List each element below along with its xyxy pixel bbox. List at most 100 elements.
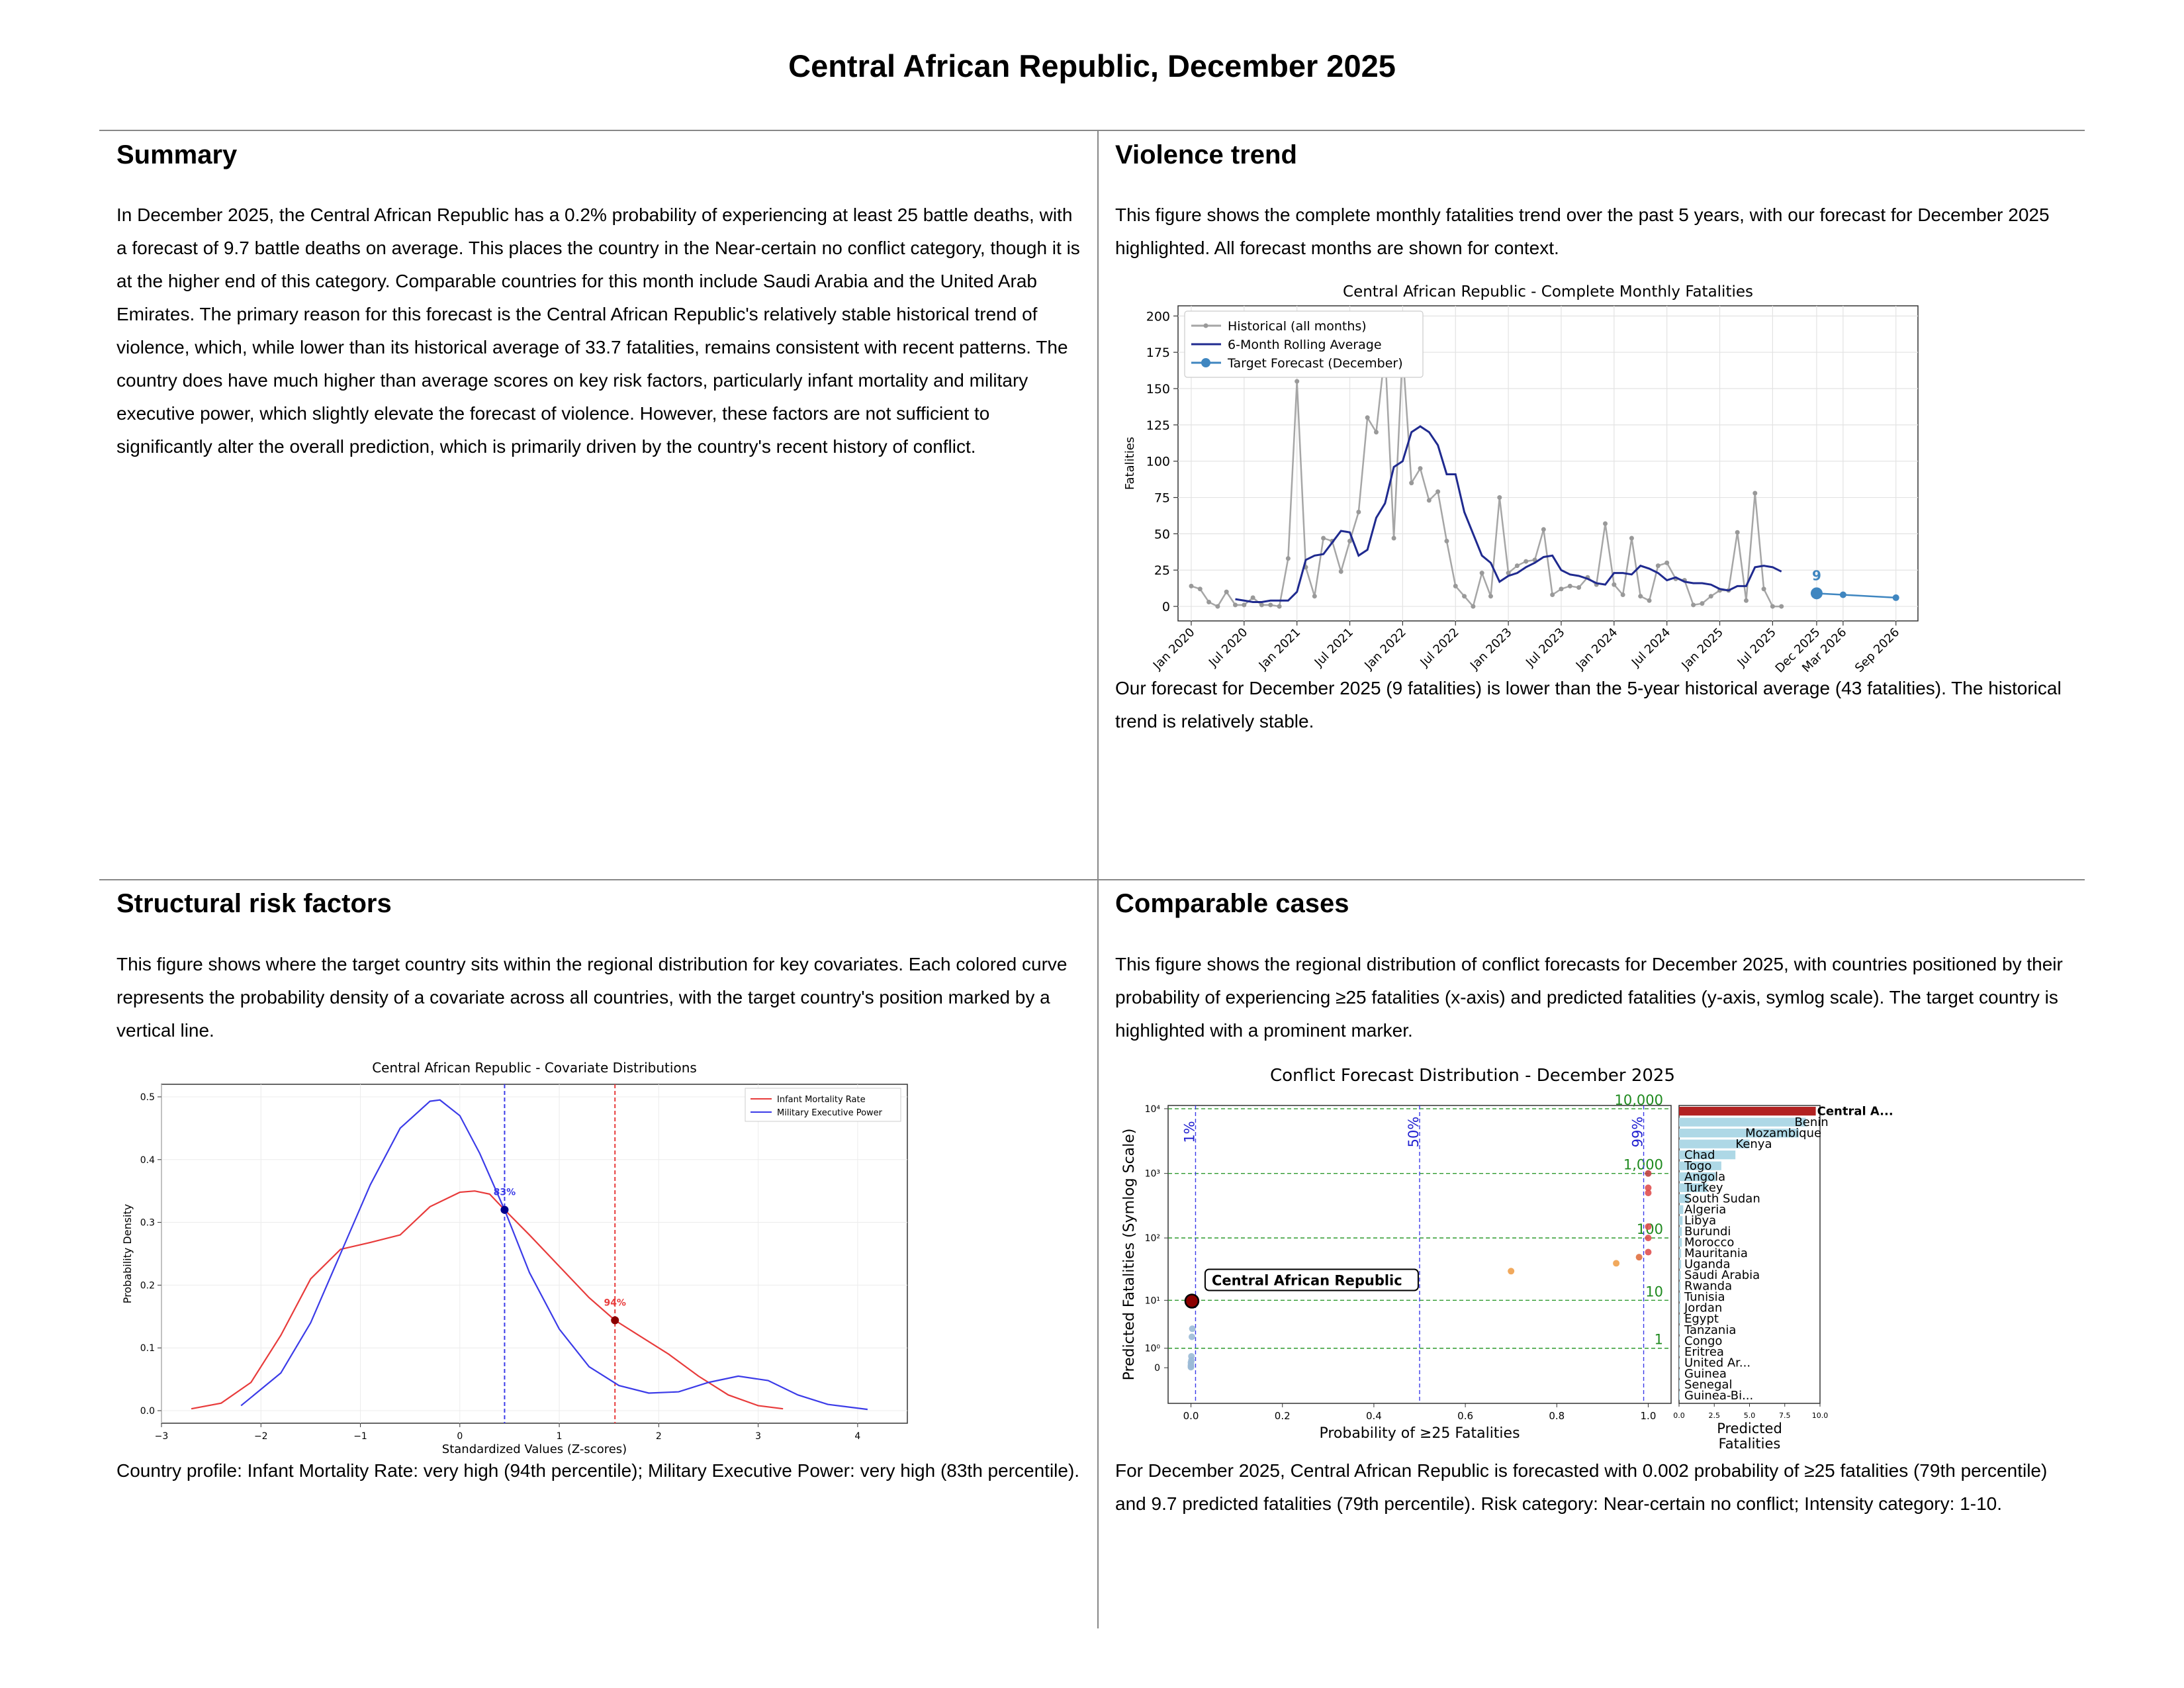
historical-point [1215,604,1220,609]
violence-trend-chart: Central African Republic - Complete Mont… [1123,283,1919,676]
chart-title: Conflict Forecast Distribution - Decembe… [1270,1066,1675,1086]
structural-intro: This figure shows where the target count… [116,954,1068,1041]
historical-point [1514,563,1520,569]
bar-label: Chad [1684,1148,1715,1162]
target-position-marker [611,1316,619,1325]
x-tick-label: Jan 2025 [1678,626,1726,673]
x-tick-label: 0.6 [1457,1410,1473,1422]
legend-label: Infant Mortality Rate [777,1095,866,1105]
covariate-distribution-chart: Central African Republic - Covariate Dis… [121,1060,908,1456]
y-tick-label: 10¹ [1145,1295,1160,1306]
threshold-label: 10 [1645,1284,1663,1299]
x-tick-label: 0.2 [1275,1410,1291,1422]
density-curve [191,1190,784,1410]
legend-label: 6-Month Rolling Average [1228,338,1382,352]
bar [1679,1161,1721,1170]
country-point [1188,1333,1195,1340]
x-axis-label: Probability of ≥25 Fatalities [1319,1425,1520,1442]
probability-label: 1% [1181,1121,1197,1143]
historical-point [1321,536,1326,541]
target-position-marker [500,1205,509,1214]
bar [1679,1227,1682,1236]
y-tick-label: 0.0 [140,1406,155,1417]
bar-x-axis-label-line1: Predicted [1717,1421,1782,1436]
country-point [1645,1248,1652,1256]
historical-point [1479,571,1484,576]
historical-point [1541,527,1546,532]
bar-label: Angola [1684,1170,1725,1184]
historical-point [1409,481,1414,486]
x-tick-label: 1.0 [1641,1410,1657,1422]
legend-swatch-marker [1201,358,1210,367]
y-axis-label: Predicted Fatalities (Symlog Scale) [1121,1129,1138,1381]
historical-point [1391,536,1396,541]
target-label-box [1204,1268,1419,1291]
historical-point [1277,604,1282,609]
bar [1679,1314,1680,1324]
bar-x-tick-label: 2.5 [1709,1411,1721,1420]
bar [1679,1270,1681,1280]
y-tick-label: 0.3 [140,1218,155,1229]
x-tick-label: 4 [854,1431,860,1442]
historical-point [1506,571,1511,576]
top-divider [99,130,2085,131]
historical-point [1426,498,1432,503]
threshold-label: 1 [1655,1332,1663,1348]
historical-point [1250,595,1255,600]
x-tick-label: 0 [457,1431,463,1442]
bar-label: Central A... [1817,1104,1893,1118]
y-tick-label: 125 [1146,418,1170,433]
y-tick-label: 0.2 [140,1280,155,1291]
historical-point [1497,495,1502,500]
bar [1679,1325,1680,1335]
bar-label: Guinea [1684,1367,1727,1381]
historical-point [1752,491,1758,496]
y-tick-label: 25 [1154,563,1170,578]
x-tick-label: Jan 2020 [1150,626,1198,673]
x-tick-label: Jul 2025 [1735,626,1779,670]
conflict-forecast-chart: Conflict Forecast Distribution - Decembe… [1121,1066,1893,1452]
historical-point [1620,592,1625,598]
bar [1679,1216,1683,1225]
historical-point [1743,598,1749,603]
violence-trend-heading: Violence trend [1115,140,1297,169]
bar-label: Eritrea [1684,1345,1724,1359]
bar-label: Togo [1684,1159,1711,1173]
bar [1679,1391,1680,1400]
country-point [1613,1260,1620,1267]
comparable-caption: For December 2025, Central African Repub… [1115,1460,2048,1514]
historical-point [1629,536,1634,541]
y-tick-label: 200 [1146,309,1170,324]
bar [1679,1129,1799,1138]
y-tick-label: 150 [1146,382,1170,397]
y-axis-label: Fatalities [1123,437,1137,490]
plot-frame [161,1084,908,1424]
country-point [1645,1170,1652,1177]
x-tick-label: Jul 2023 [1523,626,1567,670]
historical-point [1559,586,1564,592]
legend-label: Historical (all months) [1228,319,1367,334]
bar-x-tick-label: 10.0 [1812,1411,1829,1420]
y-tick-label: 175 [1146,346,1170,360]
country-point [1187,1364,1195,1371]
column-divider [1097,130,1099,1628]
comparable-intro: This figure shows the regional distribut… [1115,954,2063,1041]
historical-point [1488,594,1493,599]
bar [1679,1238,1682,1247]
percentile-label: 83% [494,1188,516,1198]
y-tick-label: 10⁰ [1145,1344,1161,1354]
historical-point [1735,530,1740,535]
y-tick-label: 10² [1145,1233,1160,1244]
country-point [1645,1184,1652,1192]
y-tick-label: 100 [1146,455,1170,469]
historical-point [1418,466,1423,471]
bar-label: Morocco [1684,1236,1734,1250]
bar-label: Tanzania [1684,1323,1736,1337]
historical-point [1224,589,1229,594]
country-point [1508,1268,1515,1275]
target-forecast-point [1810,587,1823,600]
bar [1679,1292,1681,1302]
historical-point [1462,594,1467,599]
historical-point [1242,602,1247,608]
bar [1679,1282,1681,1291]
